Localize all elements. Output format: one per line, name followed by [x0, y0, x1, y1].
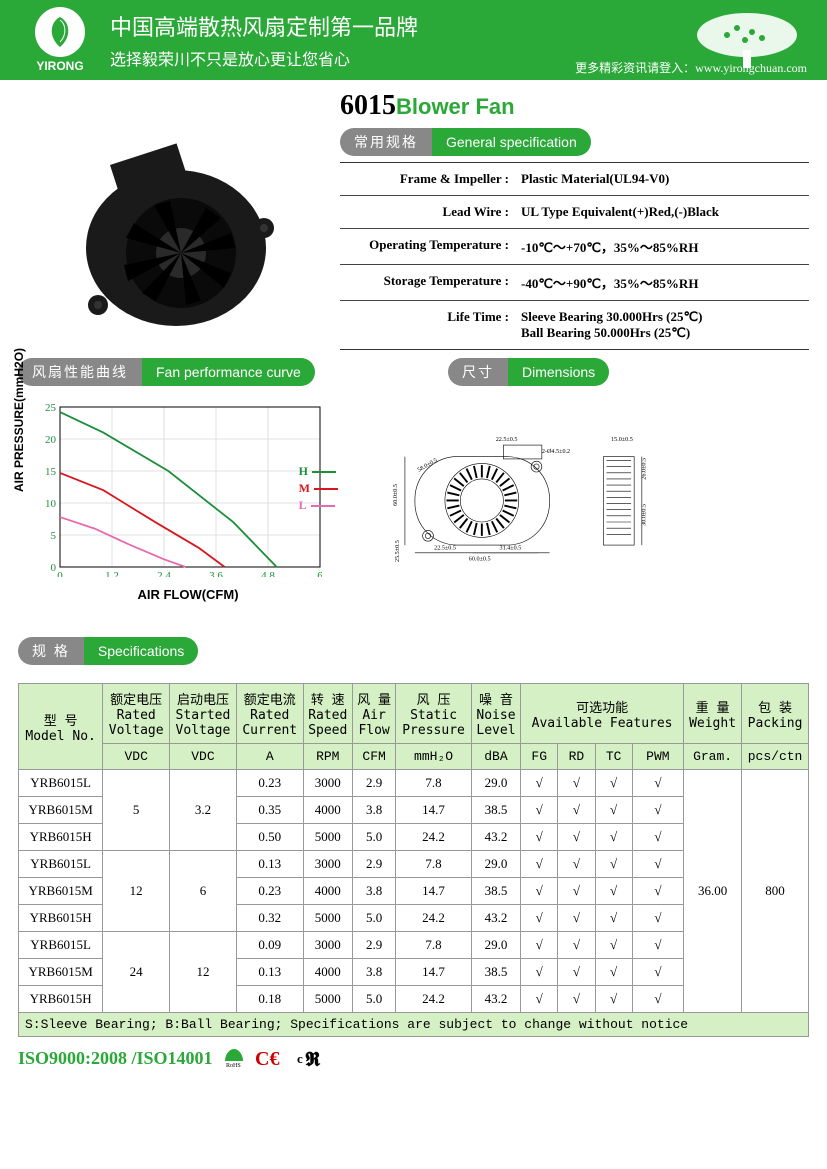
page-title: 6015 Blower Fan: [340, 90, 809, 122]
spec-value: Plastic Material(UL94-V0): [515, 163, 809, 196]
logo-text: YIRONG: [36, 59, 83, 73]
svg-text:25.5±0.5: 25.5±0.5: [395, 540, 401, 562]
spec-value: Sleeve Bearing 30.000Hrs (25℃)Ball Beari…: [515, 301, 809, 350]
svg-text:10: 10: [45, 498, 57, 510]
page-header: YIRONG 中国高端散热风扇定制第一品牌 选择毅荣川不只是放心更让您省心 更多…: [0, 0, 827, 80]
header-title: 中国高端散热风扇定制第一品牌: [110, 10, 418, 42]
svg-text:6: 6: [317, 570, 322, 577]
iso-text: ISO9000:2008 /ISO14001: [18, 1048, 213, 1069]
svg-text:15: 15: [45, 466, 57, 478]
dimension-drawing: 60.0±0.5 31.4±0.5 22.5±0.5 60.0±0.5 22.5…: [388, 412, 688, 582]
svg-text:60.0±0.5: 60.0±0.5: [393, 484, 399, 506]
svg-text:𝕽: 𝕽: [305, 1049, 321, 1069]
performance-chart: AIR PRESSURE(mmH2O) 01.22.43.64.86051015…: [18, 402, 318, 587]
svg-text:31.4±0.5: 31.4±0.5: [500, 546, 522, 552]
logo-icon: [35, 7, 85, 57]
ce-icon: C€: [255, 1047, 289, 1069]
chart-legend: HML: [299, 462, 338, 515]
svg-text:22.5±0.5: 22.5±0.5: [496, 437, 518, 443]
spec-pill: 规 格 Specifications: [18, 637, 198, 665]
svg-text:c: c: [297, 1051, 303, 1066]
spec-label: Lead Wire :: [340, 196, 515, 229]
dimensions-pill: 尺寸 Dimensions: [448, 358, 609, 386]
spec-label: Operating Temperature :: [340, 229, 515, 265]
svg-text:26.0±0.5: 26.0±0.5: [642, 458, 648, 480]
svg-text:3.6: 3.6: [209, 570, 223, 577]
svg-text:0: 0: [57, 570, 63, 577]
svg-text:2.4: 2.4: [157, 570, 171, 577]
page-footer: ISO9000:2008 /ISO14001 RoHS C€ c𝕽: [18, 1047, 809, 1069]
header-link[interactable]: 更多精彩资讯请登入：www.yirongchuan.com: [575, 59, 807, 76]
svg-text:22.5±0.5: 22.5±0.5: [434, 546, 456, 552]
spec-value: -10℃～+70℃，35%～85%RH: [515, 229, 809, 265]
svg-text:0: 0: [51, 562, 57, 574]
spec-value: -40℃～+90℃，35%～85%RH: [515, 265, 809, 301]
product-type: Blower Fan: [396, 94, 515, 120]
spec-value: UL Type Equivalent(+)Red,(-)Black: [515, 196, 809, 229]
svg-text:20: 20: [45, 434, 57, 446]
svg-text:1.2: 1.2: [105, 570, 119, 577]
header-subtitle: 选择毅荣川不只是放心更让您省心: [110, 46, 418, 70]
svg-text:RoHS: RoHS: [226, 1063, 241, 1069]
header-text: 中国高端散热风扇定制第一品牌 选择毅荣川不只是放心更让您省心: [110, 10, 418, 70]
spec-footnote: S:Sleeve Bearing; B:Ball Bearing; Specif…: [18, 1013, 809, 1037]
rohs-icon: RoHS: [221, 1047, 247, 1069]
spec-label: Storage Temperature :: [340, 265, 515, 301]
ul-icon: c𝕽: [297, 1047, 327, 1069]
model-number: 6015: [340, 90, 396, 122]
gen-spec-pill: 常用规格 General specification: [340, 128, 591, 156]
svg-text:C€: C€: [255, 1048, 279, 1069]
svg-text:4.8: 4.8: [261, 570, 275, 577]
svg-text:25: 25: [45, 402, 57, 414]
specifications-table: 型 号Model No.额定电压RatedVoltage启动电压StartedV…: [18, 683, 809, 1013]
curve-pill: 风扇性能曲线 Fan performance curve: [18, 358, 315, 386]
product-image: [18, 128, 313, 338]
general-spec-table: Frame & Impeller :Plastic Material(UL94-…: [340, 162, 809, 350]
svg-text:15.0±0.5: 15.0±0.5: [611, 437, 633, 443]
spec-label: Frame & Impeller :: [340, 163, 515, 196]
svg-text:30.0±0.5: 30.0±0.5: [642, 504, 648, 526]
svg-text:60.0±0.5: 60.0±0.5: [469, 556, 491, 562]
spec-label: Life Time :: [340, 301, 515, 350]
svg-text:5: 5: [51, 530, 57, 542]
brand-logo: YIRONG: [20, 7, 100, 73]
svg-text:58.0±0.5: 58.0±0.5: [417, 458, 439, 474]
svg-text:2-Ø4.5±0.2: 2-Ø4.5±0.2: [542, 449, 570, 455]
